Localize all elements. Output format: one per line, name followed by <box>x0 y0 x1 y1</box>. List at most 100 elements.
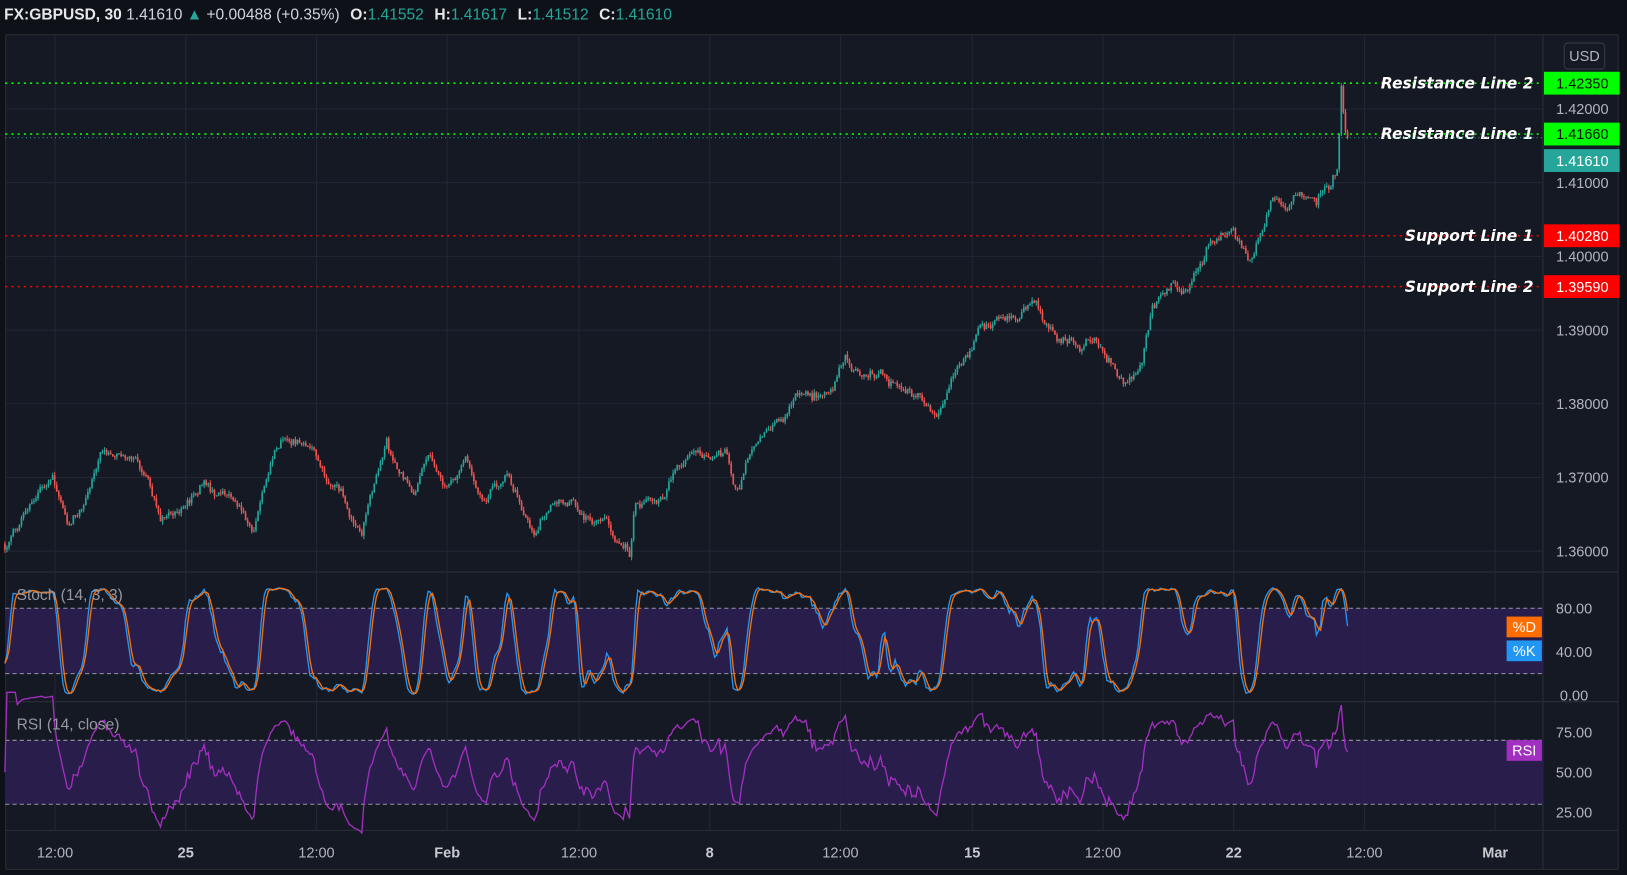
candle-body <box>912 395 915 397</box>
candle-body <box>1112 363 1114 365</box>
candle-body <box>91 479 93 488</box>
candle-body <box>639 503 641 508</box>
currency-button[interactable]: USD <box>1563 42 1606 70</box>
candle <box>76 513 79 518</box>
candle-body <box>921 394 923 401</box>
candle-body <box>863 374 865 377</box>
candle <box>228 490 230 499</box>
candle-body <box>993 320 996 325</box>
candle <box>321 465 324 472</box>
candle <box>699 446 701 457</box>
candle <box>1309 197 1312 199</box>
candle <box>1124 381 1127 387</box>
candle <box>769 425 772 432</box>
candle-body <box>122 455 124 457</box>
candle <box>641 501 643 509</box>
candle <box>531 525 533 534</box>
candle <box>1234 227 1237 240</box>
candle-body <box>1014 317 1017 320</box>
candle-body <box>1245 248 1247 254</box>
candle-body <box>28 503 31 510</box>
candle-body <box>323 468 326 477</box>
candle-body <box>126 458 129 460</box>
candle <box>958 361 961 369</box>
candle <box>167 509 170 519</box>
candle-body <box>1286 209 1289 211</box>
candle-body <box>477 487 479 493</box>
candle <box>358 524 361 533</box>
candle-body <box>580 513 583 515</box>
candle-body <box>1257 238 1260 244</box>
candle-body <box>962 358 965 366</box>
candle <box>639 500 641 510</box>
candle-body <box>400 472 403 474</box>
candle <box>309 443 311 450</box>
candle <box>1228 231 1231 237</box>
candle-body <box>130 456 133 460</box>
candle <box>580 510 583 516</box>
candle-body <box>234 499 237 502</box>
candle <box>512 483 515 493</box>
rsi-title[interactable]: RSI (14, close) <box>17 717 120 734</box>
time-tick-label: Mar <box>1482 845 1508 861</box>
candle <box>178 509 181 516</box>
candle-body <box>761 436 764 438</box>
candle-body <box>717 450 720 455</box>
candle <box>1147 329 1150 338</box>
candle <box>742 473 745 481</box>
candle-body <box>350 516 353 519</box>
candle <box>1164 292 1166 297</box>
candle-body <box>865 374 867 377</box>
candle-body <box>443 485 446 487</box>
candle-body <box>1006 316 1009 321</box>
candle <box>1265 212 1268 228</box>
candle-body <box>41 486 44 488</box>
candle-body <box>1016 319 1019 322</box>
candle-body <box>738 487 741 490</box>
candle <box>605 515 608 520</box>
candle <box>394 457 396 464</box>
candle-body <box>695 451 697 453</box>
candle <box>819 393 822 399</box>
candle-body <box>39 487 41 493</box>
candle-body <box>1261 230 1264 234</box>
symbol-label[interactable]: FX:GBPUSD, 30 <box>4 6 122 24</box>
candle-body <box>277 447 280 449</box>
stoch-title[interactable]: Stoch (14, 3, 3) <box>17 587 123 604</box>
candle <box>387 436 390 454</box>
candle-body <box>1278 198 1280 202</box>
candle-body <box>676 465 679 470</box>
candle <box>470 464 473 477</box>
candle <box>354 519 357 529</box>
candle <box>1317 193 1320 209</box>
candle-body <box>942 404 944 409</box>
candle <box>419 472 421 485</box>
candle-body <box>1263 226 1266 231</box>
candle-body <box>836 376 838 382</box>
candle <box>817 392 820 401</box>
candle-body <box>392 454 394 461</box>
candle-body <box>1344 111 1347 132</box>
candle-body <box>338 484 340 491</box>
candle-body <box>981 323 984 325</box>
candle <box>898 383 901 390</box>
candle <box>566 502 569 508</box>
candle-body <box>809 393 811 396</box>
level-price-text: 1.41660 <box>1556 127 1608 143</box>
candle <box>796 390 799 397</box>
candle <box>686 454 689 461</box>
candle <box>1066 338 1069 347</box>
candle <box>668 477 670 492</box>
candle <box>973 339 975 351</box>
candle <box>1307 195 1309 199</box>
candle-body <box>749 454 751 459</box>
candle-body <box>1201 263 1204 265</box>
candle <box>1097 338 1100 349</box>
candle <box>452 478 454 483</box>
candle <box>163 517 166 520</box>
candle-body <box>327 481 330 485</box>
candle <box>516 487 519 498</box>
candle-body <box>784 416 786 422</box>
candle <box>224 489 226 497</box>
